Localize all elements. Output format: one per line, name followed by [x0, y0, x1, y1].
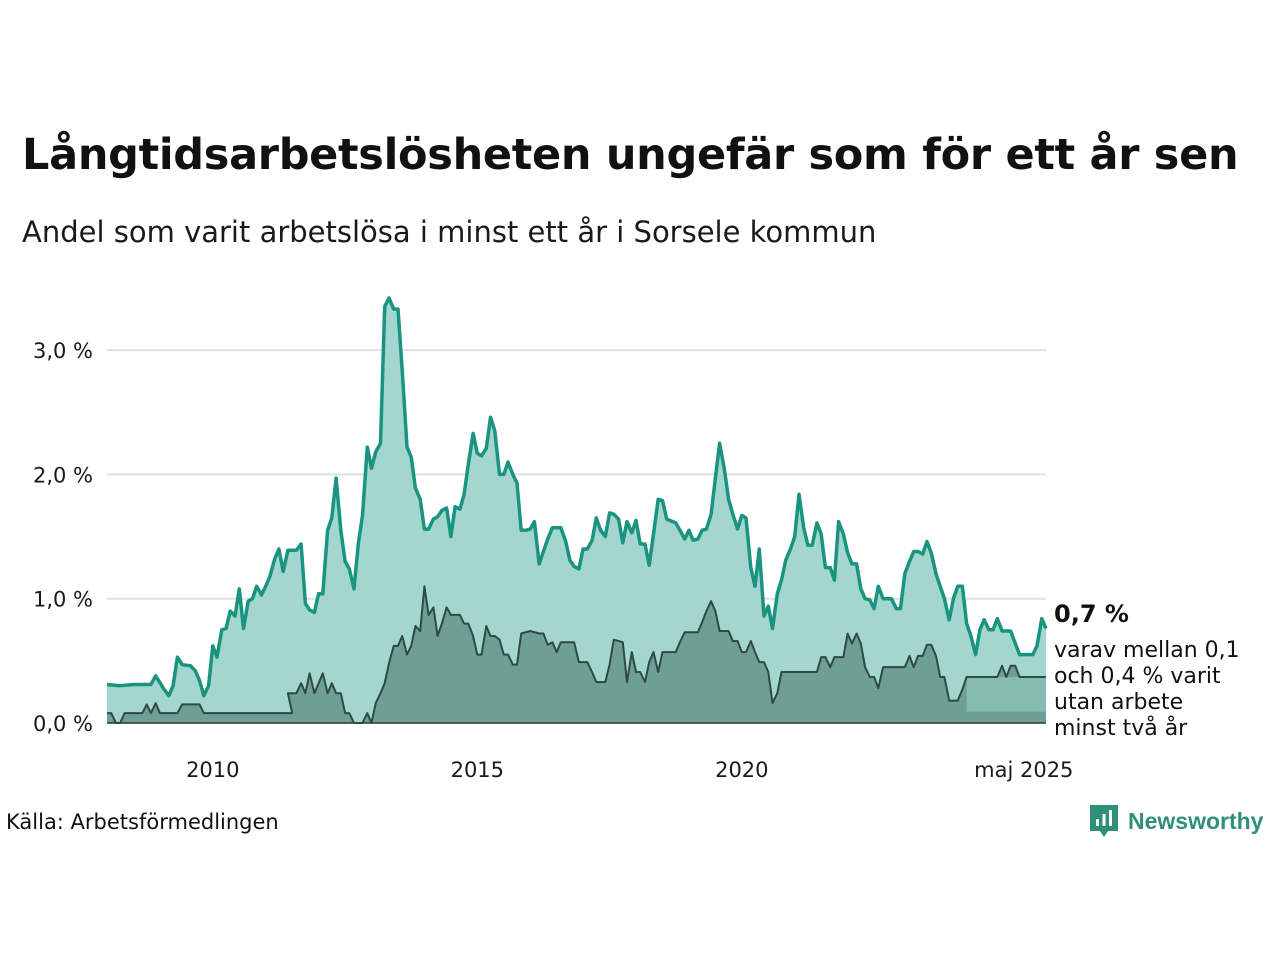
x-tick-label: 2015: [451, 758, 504, 782]
uncertainty-band-lower: [966, 711, 1046, 723]
end-value-label: 0,7 %: [1054, 600, 1129, 628]
y-tick-label: 2,0 %: [33, 463, 93, 487]
end-annotation: 0,7 % varav mellan 0,1 och 0,4 % varit u…: [1054, 600, 1240, 741]
brand-logo[interactable]: Newsworthy: [1088, 803, 1263, 839]
series-line-minst-tva-ar: [107, 585, 1046, 724]
y-axis-ticks: 0,0 % 1,0 % 2,0 % 3,0 %: [33, 339, 93, 736]
y-tick-label: 0,0 %: [33, 712, 93, 736]
y-tick-label: 3,0 %: [33, 339, 93, 363]
x-tick-label: 2020: [715, 758, 768, 782]
series-line-minst-ett-ar: [106, 296, 1048, 698]
end-note-line-4: minst två år: [1054, 715, 1188, 741]
series-area-minst-ett-ar: [107, 297, 1046, 723]
chart-title: Långtidsarbetslösheten ungefär som för e…: [22, 130, 1239, 180]
end-note-line-2: och 0,4 % varit: [1054, 664, 1221, 689]
end-note-line-3: utan arbete: [1054, 690, 1183, 715]
chart-areas: [107, 297, 1046, 723]
uncertainty-band-upper: [966, 677, 1046, 712]
x-tick-label: 2010: [186, 758, 239, 782]
brand-name: Newsworthy: [1128, 807, 1264, 834]
chart-lines: [106, 296, 1048, 724]
x-tick-label: maj 2025: [974, 758, 1073, 782]
x-axis-ticks: 2010 2015 2020 maj 2025: [186, 758, 1073, 782]
newsworthy-icon: [1090, 805, 1118, 837]
y-tick-label: 1,0 %: [33, 588, 93, 612]
chart-subtitle: Andel som varit arbetslösa i minst ett å…: [22, 215, 877, 249]
source-note: Källa: Arbetsförmedlingen: [6, 810, 279, 834]
end-note-line-1: varav mellan 0,1: [1054, 638, 1240, 663]
gridlines: [107, 349, 1046, 600]
